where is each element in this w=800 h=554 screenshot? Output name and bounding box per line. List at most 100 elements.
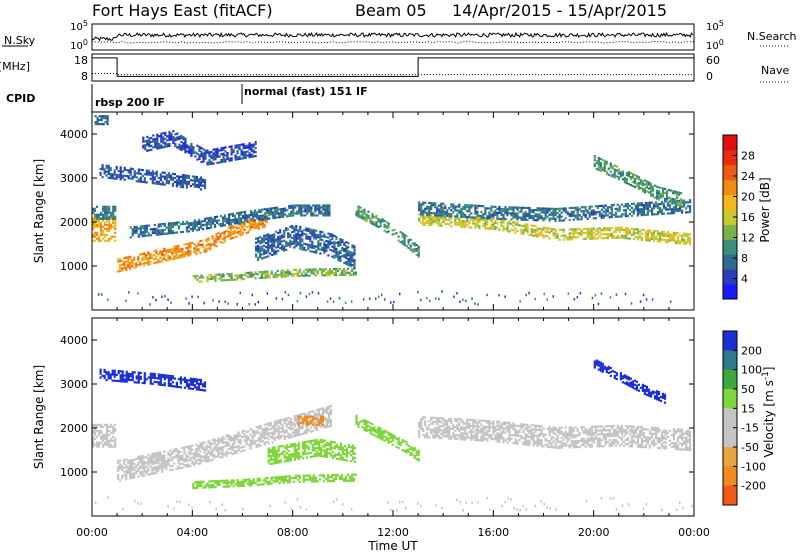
scatter-cell [195, 449, 198, 452]
scatter-cell [275, 420, 278, 423]
scatter-cell [318, 478, 321, 481]
scatter-cell [119, 374, 122, 377]
scatter-cell [125, 175, 128, 178]
scatter-cell [143, 464, 146, 467]
scatter-cell [238, 274, 241, 277]
scatter-cell [326, 476, 329, 479]
scatter-cell [259, 436, 262, 439]
scatter-cell [448, 207, 451, 210]
scatter-cell [428, 219, 431, 223]
scatter-cell [129, 465, 132, 468]
scatter-cell [223, 445, 226, 448]
scatter-cell [668, 212, 672, 215]
scatter-cell [215, 237, 218, 240]
scatter-cell [129, 473, 132, 476]
scatter-cell [129, 471, 132, 474]
scatter-cell [534, 229, 537, 232]
scatter-cell [327, 407, 330, 410]
scatter-cell [350, 477, 354, 480]
scatter-cell [102, 217, 105, 220]
scatter-cell [191, 387, 194, 390]
scatter-cell [622, 234, 625, 238]
scatter-cell [345, 260, 348, 264]
scatter-cell [496, 217, 499, 220]
scatter-cell [673, 202, 677, 205]
scatter-cell [636, 208, 639, 211]
ground-scatter-cell [362, 298, 365, 301]
scatter-cell [588, 235, 591, 238]
scatter-cell [251, 439, 254, 442]
scatter-cell [658, 203, 662, 206]
scatter-cell [106, 119, 109, 122]
scatter-cell [298, 476, 301, 479]
scatter-cell [121, 378, 124, 381]
scatter-cell [167, 451, 170, 454]
scatter-cell [106, 123, 109, 126]
scatter-cell [139, 377, 142, 380]
scatter-cell [600, 216, 603, 219]
scatter-cell [151, 468, 154, 471]
ground-scatter-cell [149, 303, 151, 306]
scatter-cell [205, 458, 208, 461]
scatter-cell [472, 204, 475, 207]
scatter-cell [157, 231, 160, 234]
scatter-cell [261, 220, 264, 223]
scatter-cell [548, 217, 551, 220]
scatter-cell [324, 208, 327, 211]
scatter-cell [270, 478, 273, 481]
scatter-cell [375, 222, 378, 226]
scatter-cell [181, 220, 184, 224]
scatter-cell [108, 229, 111, 232]
scatter-cell [512, 214, 515, 217]
scatter-cell [318, 474, 321, 477]
scatter-cell [261, 222, 264, 225]
scatter-cell [562, 209, 565, 212]
nsky-tick-bottom: 100 [70, 38, 88, 52]
scatter-cell [401, 232, 404, 235]
scatter-cell [532, 217, 535, 220]
scatter-cell [98, 223, 101, 226]
scatter-cell [413, 250, 416, 253]
scatter-cell [160, 146, 163, 149]
scatter-cell [614, 213, 617, 216]
scatter-cell [239, 232, 242, 235]
scatter-cell [474, 224, 477, 227]
scatter-cell [145, 224, 148, 227]
scatter-cell [175, 247, 178, 250]
scatter-cell [196, 144, 199, 147]
scatter-cell [644, 239, 647, 242]
scatter-cell [534, 209, 537, 212]
scatter-cell [242, 480, 245, 483]
scatter-cell [123, 378, 126, 381]
scatter-cell [383, 223, 386, 226]
scatter-cell [292, 480, 295, 483]
scatter-cell [283, 247, 286, 250]
scatter-cell [168, 130, 171, 134]
scatter-cell [273, 424, 276, 427]
scatter-cell [361, 209, 364, 212]
scatter-cell [226, 479, 229, 482]
scatter-cell [100, 233, 103, 236]
scatter-cell [199, 188, 203, 191]
scatter-cell [146, 143, 149, 146]
scatter-cell [440, 206, 443, 209]
ground-scatter-cell [368, 297, 371, 300]
scatter-cell [206, 161, 209, 164]
scatter-cell [170, 132, 173, 135]
scatter-cell [194, 480, 197, 484]
scatter-cell [106, 211, 109, 214]
scatter-cell [656, 207, 660, 210]
scatter-cell [112, 205, 115, 208]
scatter-cell [538, 227, 541, 230]
scatter-cell [171, 258, 174, 261]
scatter-cell [444, 216, 447, 220]
scatter-cell [617, 176, 620, 179]
scatter-cell [149, 457, 152, 460]
scatter-cell [242, 143, 245, 146]
scatter-cell [252, 143, 255, 146]
scatter-cell [242, 217, 245, 220]
scatter-cell [522, 214, 525, 217]
scatter-cell [153, 229, 156, 232]
scatter-cell [237, 222, 240, 226]
scatter-cell [411, 250, 414, 253]
